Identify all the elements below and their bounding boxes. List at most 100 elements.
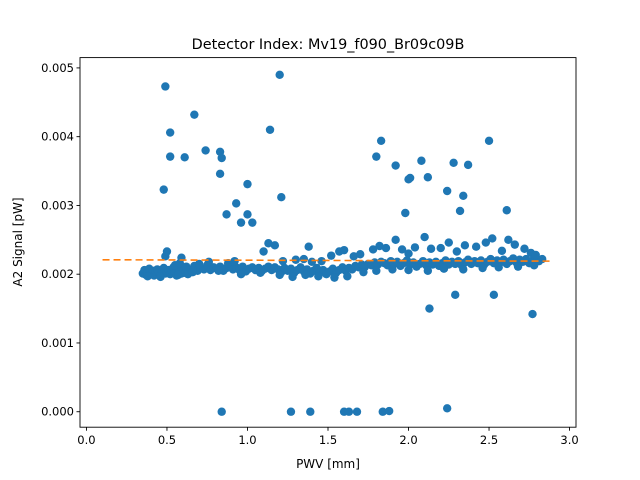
data-point-212 bbox=[165, 128, 175, 137]
data-point-227 bbox=[248, 218, 257, 227]
data-point-240 bbox=[455, 206, 465, 216]
data-point-231 bbox=[417, 156, 426, 165]
data-point-201 bbox=[404, 265, 413, 275]
data-point-161 bbox=[349, 252, 358, 261]
data-point-221 bbox=[159, 185, 168, 194]
data-point-162 bbox=[356, 250, 365, 259]
data-point-233 bbox=[404, 175, 413, 184]
data-point-242 bbox=[401, 208, 410, 218]
data-point-225 bbox=[243, 210, 252, 219]
y-tick-label: 0.004 bbox=[41, 130, 74, 144]
y-axis: 0.000 0.001 0.002 0.003 0.004 0.005 bbox=[41, 61, 80, 419]
y-tick-label: 0.003 bbox=[41, 198, 74, 212]
data-point-150 bbox=[264, 239, 273, 248]
data-point-152 bbox=[278, 256, 288, 266]
data-point-253 bbox=[378, 407, 387, 416]
data-point-176 bbox=[471, 242, 481, 251]
data-point-172 bbox=[436, 243, 445, 253]
data-point-197 bbox=[343, 272, 352, 281]
plot-area bbox=[79, 57, 577, 428]
data-point-219 bbox=[215, 169, 225, 179]
data-point-190 bbox=[236, 270, 246, 279]
data-point-146 bbox=[204, 257, 214, 267]
data-point-213 bbox=[265, 125, 275, 134]
data-point-248 bbox=[286, 407, 296, 416]
x-tick-label: 1.5 bbox=[319, 433, 337, 447]
data-point-246 bbox=[528, 309, 537, 319]
data-point-178 bbox=[488, 234, 497, 243]
data-point-220 bbox=[243, 179, 252, 189]
data-point-255 bbox=[442, 404, 452, 413]
data-point-144 bbox=[182, 262, 191, 271]
data-point-198 bbox=[359, 267, 368, 277]
data-point-179 bbox=[497, 246, 507, 256]
data-point-204 bbox=[459, 265, 468, 274]
data-point-216 bbox=[201, 146, 210, 155]
data-point-145 bbox=[194, 259, 204, 269]
data-point-185 bbox=[143, 272, 152, 281]
data-point-211 bbox=[275, 70, 284, 79]
data-point-165 bbox=[381, 243, 391, 253]
data-point-168 bbox=[404, 249, 413, 258]
data-point-180 bbox=[504, 235, 513, 245]
x-axis: 0.0 0.5 1.0 1.5 2.0 2.5 3.0 bbox=[77, 427, 579, 447]
data-point-199 bbox=[372, 266, 381, 275]
data-point-209 bbox=[161, 82, 170, 91]
data-point-184 bbox=[531, 250, 540, 260]
data-point-154 bbox=[299, 254, 309, 264]
chart-title: Detector Index: Mv19_f090_Br09c09B bbox=[192, 37, 465, 53]
x-tick-label: 0.0 bbox=[77, 433, 95, 447]
data-point-182 bbox=[520, 244, 529, 253]
data-point-252 bbox=[352, 407, 362, 416]
x-tick-label: 3.0 bbox=[560, 433, 578, 447]
data-point-160 bbox=[339, 245, 349, 255]
data-point-175 bbox=[460, 241, 470, 250]
data-point-208 bbox=[529, 261, 539, 270]
data-point-203 bbox=[439, 264, 449, 273]
data-point-210 bbox=[190, 110, 199, 119]
data-point-244 bbox=[489, 290, 499, 300]
data-point-206 bbox=[494, 263, 503, 272]
x-tick-label: 2.5 bbox=[480, 433, 498, 447]
data-point-181 bbox=[510, 240, 520, 249]
data-point-155 bbox=[304, 242, 313, 251]
data-point-200 bbox=[388, 265, 397, 274]
data-point-238 bbox=[442, 186, 452, 196]
data-point-140 bbox=[162, 247, 172, 256]
data-point-191 bbox=[256, 268, 265, 278]
data-point-218 bbox=[217, 153, 226, 163]
data-point-207 bbox=[513, 262, 523, 271]
x-tick-label: 1.0 bbox=[238, 433, 256, 447]
data-point-173 bbox=[444, 238, 453, 247]
data-point-195 bbox=[314, 272, 323, 281]
data-point-164 bbox=[375, 241, 384, 251]
x-tick-label: 0.5 bbox=[158, 433, 176, 447]
y-tick-label: 0.000 bbox=[41, 405, 74, 419]
y-tick-label: 0.002 bbox=[41, 267, 74, 281]
y-axis-label: A2 Signal [pW] bbox=[11, 197, 25, 286]
data-point-193 bbox=[288, 272, 297, 282]
data-point-222 bbox=[277, 192, 286, 202]
data-point-214 bbox=[165, 152, 175, 161]
x-axis-label: PWV [mm] bbox=[296, 457, 360, 471]
data-point-223 bbox=[232, 199, 241, 208]
data-points bbox=[138, 70, 547, 416]
data-point-192 bbox=[275, 270, 284, 280]
data-point-239 bbox=[459, 191, 468, 201]
data-point-196 bbox=[330, 273, 339, 282]
data-point-189 bbox=[214, 266, 223, 275]
data-point-230 bbox=[391, 161, 400, 170]
data-point-235 bbox=[449, 158, 458, 168]
data-point-187 bbox=[174, 270, 183, 280]
data-point-174 bbox=[452, 247, 462, 256]
data-point-147 bbox=[223, 259, 233, 268]
data-point-205 bbox=[478, 263, 487, 273]
data-point-167 bbox=[397, 245, 407, 254]
data-point-171 bbox=[426, 244, 436, 253]
data-point-228 bbox=[372, 152, 381, 161]
data-point-243 bbox=[451, 290, 460, 300]
data-point-158 bbox=[327, 251, 336, 260]
data-point-247 bbox=[217, 407, 226, 416]
